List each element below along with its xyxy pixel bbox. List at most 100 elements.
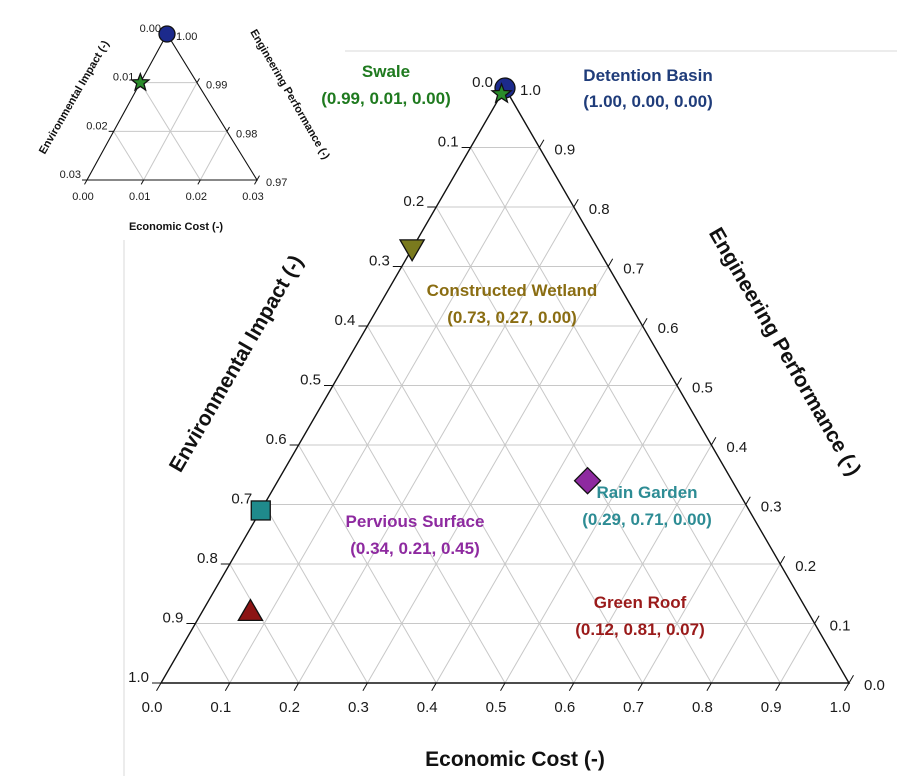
main-data-points <box>237 77 602 622</box>
inset-grid <box>113 82 228 181</box>
annotation-rain-garden-name: Rain Garden <box>596 483 697 502</box>
main-tick-label-right-3: 0.3 <box>761 499 782 516</box>
main-gridline-impact-1 <box>470 147 781 684</box>
main-tick-label-right-6: 0.6 <box>658 320 679 337</box>
inset-gridline-impact-1 <box>139 82 201 181</box>
main-gridline-cost-1 <box>229 147 540 684</box>
inset-ternary-chart: 0.00 0.00 0.97 0.01 0.01 0.98 0.02 0.02 0.99 0.03… <box>37 23 332 233</box>
inset-tick-label-bottom-1: 0.01 <box>129 191 150 203</box>
main-gridline-cost-8 <box>710 563 781 684</box>
main-point-constructed-wetland <box>398 239 426 263</box>
inset-tick-right-2 <box>196 78 200 83</box>
annotation-green-roof-name: Green Roof <box>594 593 687 612</box>
main-gridline-impact-8 <box>229 563 300 684</box>
main-tick-label-right-5: 0.5 <box>692 380 713 397</box>
annotation-swale-values: (0.99, 0.01, 0.00) <box>321 89 450 108</box>
main-tick-bottom-10 <box>844 682 850 692</box>
main-tick-right-5 <box>676 377 682 386</box>
main-tick-label-bottom-1: 0.1 <box>210 699 231 716</box>
main-tick-label-left-9: 0.9 <box>163 610 184 627</box>
main-tick-bottom-8 <box>706 682 712 692</box>
main-tick-label-bottom-7: 0.7 <box>623 699 644 716</box>
inset-axis-title-bottom: Economic Cost (-) <box>129 221 223 233</box>
annotation-pervious-surface-name: Pervious Surface <box>346 512 485 531</box>
inset-gridline-cost-2 <box>199 131 228 181</box>
inset-tick-label-left-3: 0.03 <box>60 169 81 181</box>
main-tick-label-bottom-5: 0.5 <box>486 699 507 716</box>
main-axis-title-bottom: Economic Cost (-) <box>425 748 605 771</box>
main-point-rain-garden <box>250 500 271 521</box>
main-tick-label-right-4: 0.4 <box>726 439 747 456</box>
annotation-detention-basin-values: (1.00, 0.00, 0.00) <box>583 92 712 111</box>
main-tick-right-1 <box>814 615 820 624</box>
inset-tick-bottom-1 <box>140 179 145 185</box>
main-tick-label-left-6: 0.6 <box>266 431 287 448</box>
main-tick-label-left-5: 0.5 <box>300 372 321 389</box>
main-tick-label-right-2: 0.2 <box>795 558 816 575</box>
main-tick-bottom-9 <box>775 682 781 692</box>
main-tick-labels: 0.0 0.0 0.0 0.1 0.1 0.1 0.2 0.2 0.2 0.3 0.3 0.3 0.4 0… <box>128 74 885 716</box>
main-tick-label-bottom-3: 0.3 <box>348 699 369 716</box>
main-tick-label-bottom-4: 0.4 <box>417 699 438 716</box>
main-tick-label-bottom-2: 0.2 <box>279 699 300 716</box>
main-tick-label-left-4: 0.4 <box>335 312 356 329</box>
main-gridline-cost-3 <box>366 266 609 684</box>
main-tick-label-right-10: 1.0 <box>520 82 541 99</box>
inset-tick-label-right-1: 0.98 <box>236 128 257 140</box>
main-tick-label-right-1: 0.1 <box>830 618 851 635</box>
main-tick-label-left-10: 1.0 <box>128 669 149 686</box>
inset-tick-bottom-0 <box>84 179 88 185</box>
inset-tick-label-bottom-0: 0.00 <box>72 191 93 203</box>
main-tick-right-8 <box>573 198 579 208</box>
main-tick-label-bottom-8: 0.8 <box>692 699 713 716</box>
main-tick-label-bottom-6: 0.6 <box>554 699 575 716</box>
main-gridline-impact-6 <box>298 444 437 684</box>
main-tick-label-right-0: 0.0 <box>864 677 885 694</box>
inset-tick-label-left-2: 0.02 <box>86 120 107 132</box>
main-axis-titles: Economic Cost (-)Environmental Impact (-… <box>165 224 865 771</box>
main-tick-right-0 <box>848 674 854 684</box>
annotation-constructed-wetland-values: (0.73, 0.27, 0.00) <box>447 308 576 327</box>
main-tick-bottom-5 <box>500 682 506 692</box>
main-point-swale <box>490 82 513 104</box>
inset-data-points <box>130 25 176 92</box>
inset-tick-label-bottom-2: 0.02 <box>186 191 207 203</box>
annotation-constructed-wetland-name: Constructed Wetland <box>427 281 598 300</box>
main-tick-right-3 <box>745 496 751 505</box>
main-gridline-impact-7 <box>263 504 368 684</box>
inset-tick-right-1 <box>226 126 230 132</box>
inset-point-detention-basin <box>158 25 176 43</box>
main-gridline-cost-6 <box>573 444 712 684</box>
main-tick-bottom-6 <box>568 682 575 692</box>
inset-axis-title-right: Engineering Performance (-) <box>247 27 332 161</box>
inset-gridline-impact-2 <box>113 131 145 181</box>
main-grid <box>194 147 816 684</box>
main-tick-right-2 <box>779 555 786 565</box>
inset-tick-label-left-0: 0.00 <box>140 23 161 35</box>
main-tick-label-left-8: 0.8 <box>197 550 218 567</box>
main-tick-label-left-2: 0.2 <box>403 193 424 210</box>
main-tick-right-7 <box>607 258 614 267</box>
main-tick-right-9 <box>538 139 545 148</box>
main-gridline-impact-5 <box>332 385 506 684</box>
annotation-green-roof-values: (0.12, 0.81, 0.07) <box>575 620 704 639</box>
annotation-pervious-surface-values: (0.34, 0.21, 0.45) <box>350 539 479 558</box>
inset-frame-outline <box>86 32 258 181</box>
inset-axis-title-left: Environmental Impact (-) <box>37 38 112 156</box>
main-tick-label-bottom-9: 0.9 <box>761 699 782 716</box>
main-gridline-cost-7 <box>642 504 747 684</box>
inset-tick-label-left-1: 0.01 <box>113 72 134 84</box>
inset-tick-label-bottom-3: 0.03 <box>242 191 263 203</box>
main-tick-bottom-0 <box>156 682 162 692</box>
main-point-pervious-surface <box>573 466 602 495</box>
main-tick-label-left-7: 0.7 <box>231 491 252 508</box>
main-tick-right-6 <box>642 317 648 327</box>
main-tick-bottom-2 <box>293 682 300 692</box>
main-point-annotations: Detention Basin (1.00, 0.00, 0.00) Constru… <box>321 62 712 639</box>
annotation-rain-garden-values: (0.29, 0.71, 0.00) <box>582 510 711 529</box>
inset-tick-label-right-3: 1.00 <box>176 31 197 43</box>
main-gridline-impact-9 <box>194 623 231 684</box>
inset-tick-bottom-2 <box>197 179 201 185</box>
main-tick-bottom-4 <box>431 682 437 692</box>
